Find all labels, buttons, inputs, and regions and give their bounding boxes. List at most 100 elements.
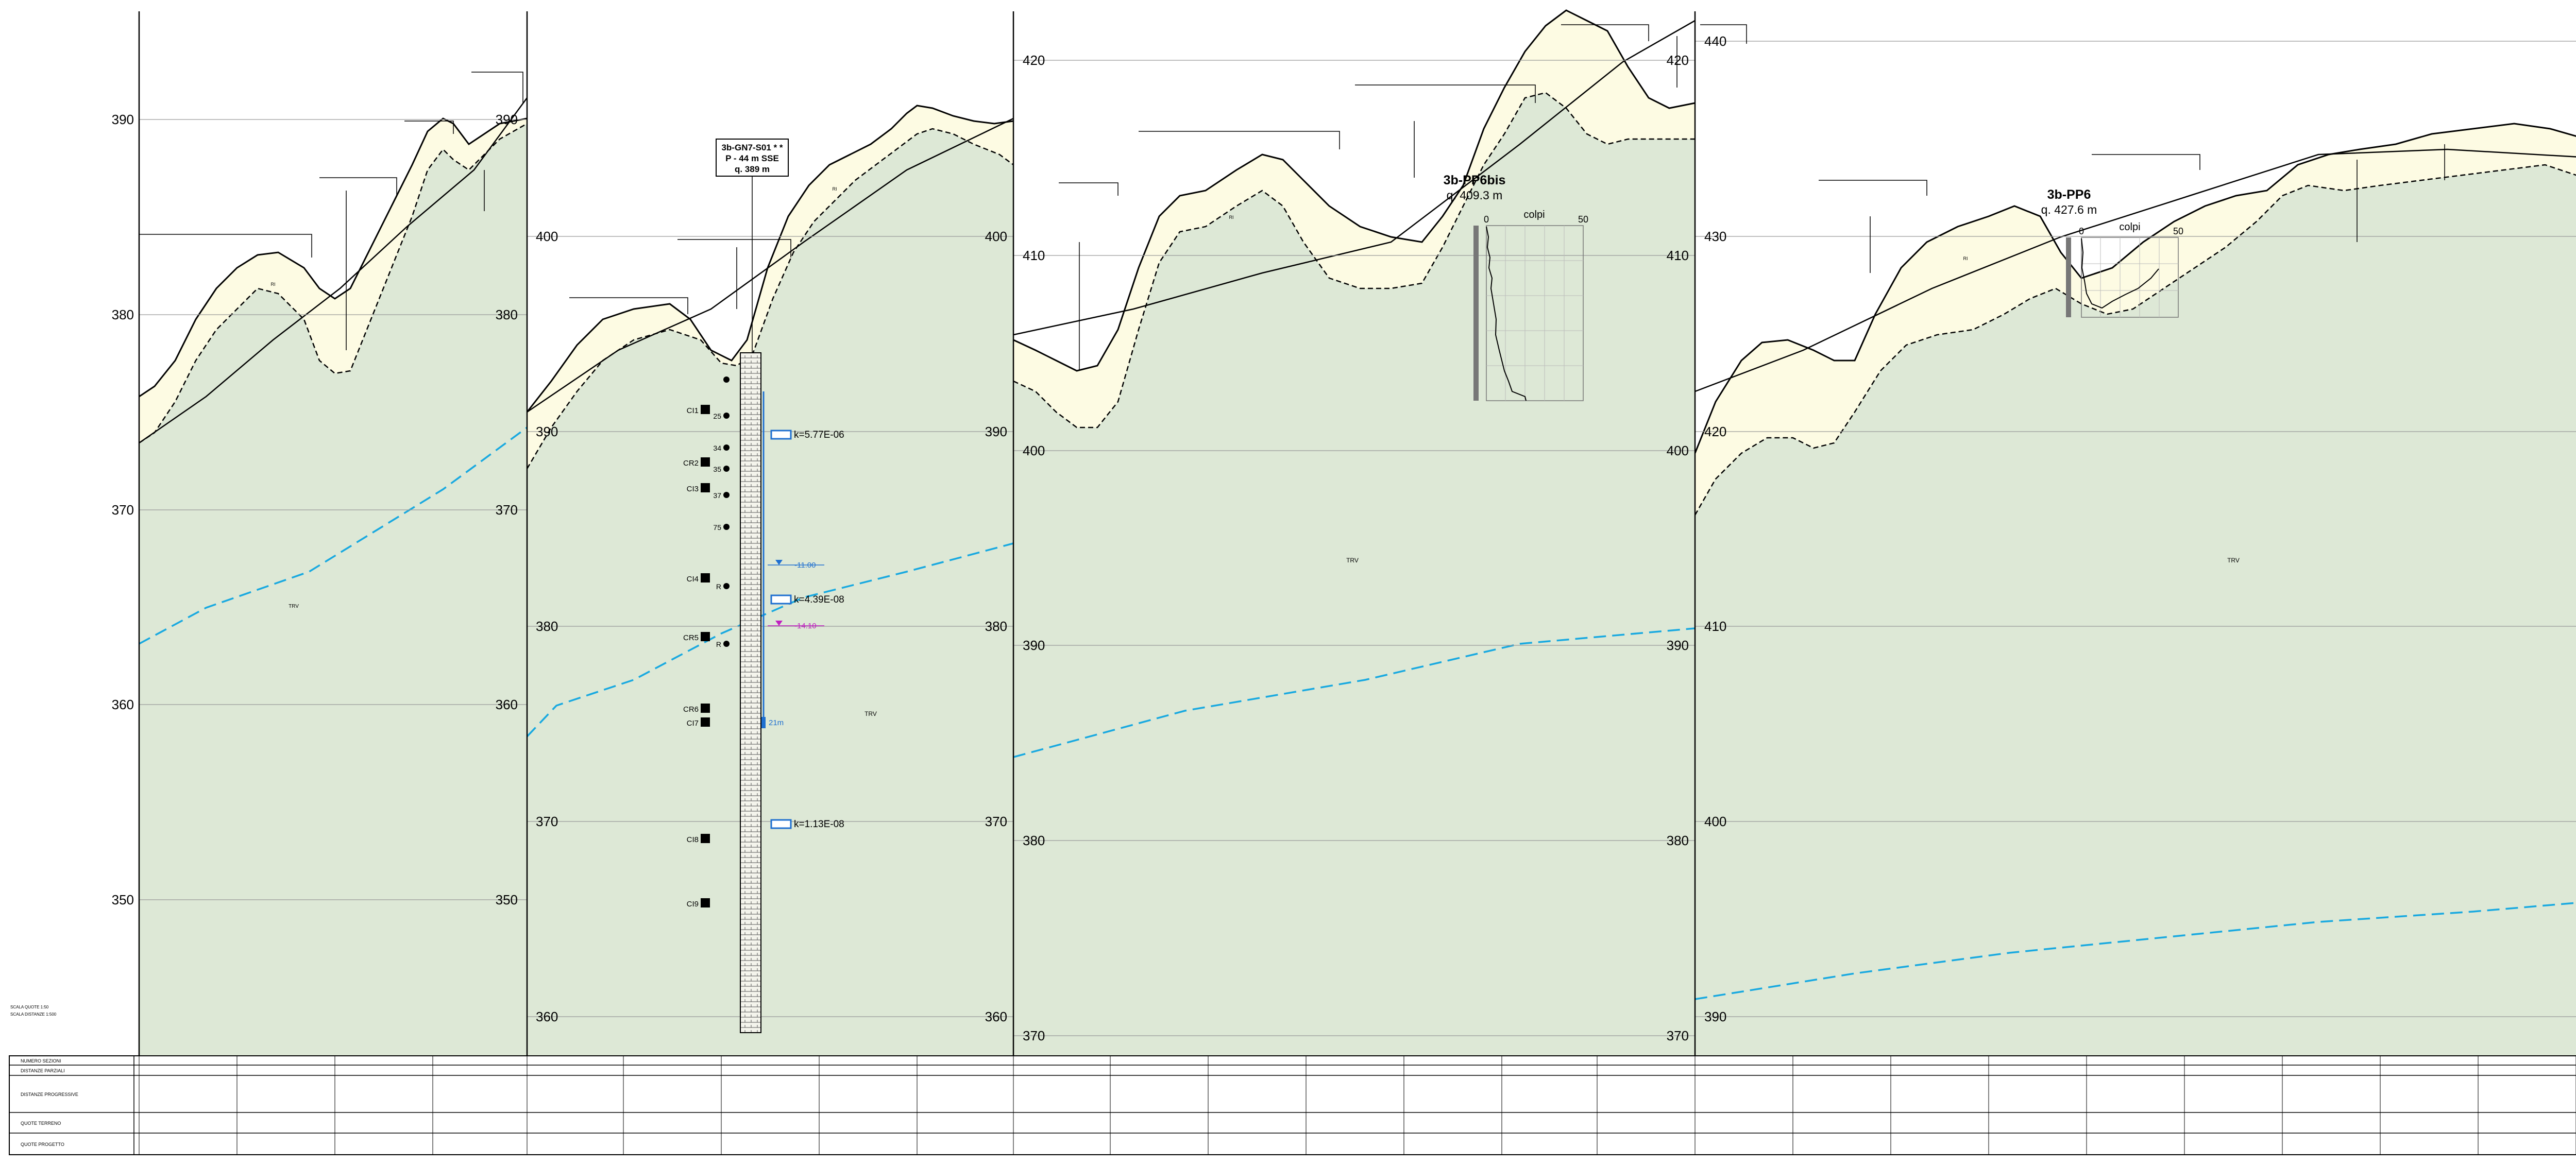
- panel-1-ground-line: [139, 117, 528, 398]
- sample-label: CI3: [687, 485, 699, 493]
- table-row-label: NUMERO SEZIONI: [21, 1058, 61, 1064]
- borehole-log-column: [740, 352, 761, 1033]
- water-level-label: -11.00: [794, 561, 816, 570]
- sample-label: CR5: [683, 633, 699, 642]
- sample-label: CI8: [687, 835, 699, 844]
- panel-1-tick-left-0: 390: [112, 112, 134, 127]
- sample-label: CI7: [687, 719, 699, 728]
- sample-marker: [701, 717, 710, 727]
- penetrometer-3b-pp6bis: 3b-PP6bis q. 409.3 m colpi 0 50: [1444, 173, 1588, 401]
- spt-value: R: [716, 640, 721, 648]
- permeability-label: k=1.13E-08: [794, 819, 844, 830]
- water-level-icon: [775, 621, 783, 626]
- panel-1-tick-right-4: 350: [496, 892, 518, 907]
- penetrometer-axis-max: 50: [1578, 214, 1588, 225]
- spt-marker: [723, 583, 730, 589]
- sample-label: CI1: [687, 406, 699, 415]
- spt-value: 35: [713, 465, 721, 473]
- spt-marker: [723, 466, 730, 472]
- panel-4-deposit-base: [1694, 164, 2576, 516]
- panel-4-bedrock-label: TRV: [2227, 557, 2240, 564]
- borehole-title-box: [716, 139, 789, 177]
- panel-1-deposit-base: [139, 123, 528, 444]
- penetrometer-axis-min: 0: [1484, 214, 1489, 225]
- panel-4-tick-left-5: 390: [1704, 1009, 1726, 1024]
- panel-2-tick-left-2: 380: [536, 619, 558, 634]
- panel-2-tick-right-3: 370: [985, 814, 1007, 829]
- panel-1-tick-left-4: 350: [112, 892, 134, 907]
- panel-2-deposit-base: [526, 128, 1014, 469]
- table-row-label: QUOTE TERRENO: [21, 1121, 61, 1126]
- panel-3-tick-left-3: 390: [1023, 638, 1045, 653]
- panel-1-tick-left-2: 370: [112, 502, 134, 518]
- spt-value: 37: [713, 491, 721, 500]
- permeability-marker: [770, 819, 792, 829]
- panel-3-tick-right-3: 390: [1667, 638, 1689, 653]
- panel-3-tick-left-1: 410: [1023, 248, 1045, 263]
- sample-label: CR6: [683, 705, 699, 714]
- spt-marker: [723, 492, 730, 498]
- spt-marker: [723, 413, 730, 419]
- panel-1-water-table: [139, 426, 528, 645]
- sample-label: CR2: [683, 459, 699, 468]
- spt-value: 75: [713, 523, 721, 532]
- panel-1-tick-right-2: 370: [496, 502, 518, 518]
- scale-note-vertical: SCALA QUOTE 1:50: [10, 1005, 49, 1009]
- sample-marker: [701, 834, 710, 843]
- sample-marker: [701, 632, 710, 641]
- panel-4: RI TRV 440 430 420 410 400 390 440 430 4…: [1694, 24, 2576, 1056]
- penetrometer-rod: [1473, 226, 1479, 401]
- panel-2-tick-right-1: 390: [985, 424, 1007, 439]
- sample-marker: [701, 457, 710, 467]
- water-level-icon: [775, 560, 783, 565]
- sample-label: CI4: [687, 575, 699, 584]
- water-level-label: -14.10: [794, 622, 817, 630]
- panel-2-bedrock-label: TRV: [865, 710, 877, 717]
- penetrometer-axis-title: colpi: [2119, 221, 2140, 233]
- spt-marker: [723, 376, 730, 383]
- sample-marker: [701, 405, 710, 414]
- sample-marker: [701, 704, 710, 713]
- spt-marker: [723, 444, 730, 451]
- panel-1-bedrock-label: TRV: [289, 604, 299, 609]
- penetrometer-elevation: q. 427.6 m: [2041, 203, 2097, 216]
- panel-2-bedrock: [527, 129, 1013, 1056]
- panel-3-tick-left-4: 380: [1023, 833, 1045, 848]
- panel-1-tick-right-3: 360: [496, 697, 518, 712]
- panel-1-tick-left-1: 380: [112, 307, 134, 322]
- panel-3-bedrock: [1013, 93, 1695, 1056]
- table-row-label: DISTANZE PARZIALI: [21, 1068, 65, 1073]
- penetrometer-name: 3b-PP6: [2047, 187, 2091, 202]
- panel-2-tick-right-4: 360: [985, 1009, 1007, 1024]
- panel-4-project-line: [1694, 148, 2576, 392]
- borehole-title-line-1: 3b-GN7-S01 * *: [721, 143, 783, 152]
- panel-3-deposit-label: RI: [1229, 215, 1234, 220]
- panel-4-tick-left-2: 420: [1704, 424, 1726, 439]
- penetrometer-grid: [2081, 237, 2179, 318]
- panel-2-tick-left-3: 370: [536, 814, 558, 829]
- panel-3-deposit: [1013, 10, 1695, 427]
- sample-marker: [701, 898, 710, 907]
- panel-4-tick-left-3: 410: [1704, 619, 1726, 634]
- borehole-title-line-3: q. 389 m: [735, 164, 770, 174]
- panel-4-water-table: [1694, 902, 2576, 1000]
- spt-value: R: [716, 582, 721, 591]
- panel-1-project-line: [139, 97, 528, 444]
- panel-3-bedrock-label: TRV: [1346, 557, 1359, 564]
- spt-value: 34: [713, 444, 721, 452]
- panel-2-tick-left-4: 360: [536, 1009, 558, 1024]
- panel-3-tick-right-2: 400: [1667, 443, 1689, 458]
- penetrometer-rod: [2066, 237, 2071, 317]
- panel-2-deposit: [527, 106, 1013, 469]
- panel-2: RI TRV 400 390 380 370 360 400 390 380 3…: [526, 105, 1014, 1056]
- spt-marker: [723, 641, 730, 647]
- spt-value: 25: [713, 412, 721, 420]
- panel-1-tick-right-1: 380: [496, 307, 518, 322]
- panel-3-tick-right-4: 380: [1667, 833, 1689, 848]
- panel-4-tick-left-4: 400: [1704, 814, 1726, 829]
- penetrometer-axis-min: 0: [2079, 226, 2084, 236]
- panel-1-tick-right-0: 390: [496, 112, 518, 127]
- panel-2-tick-right-2: 380: [985, 619, 1007, 634]
- penetrometer-axis-title: colpi: [1523, 209, 1545, 220]
